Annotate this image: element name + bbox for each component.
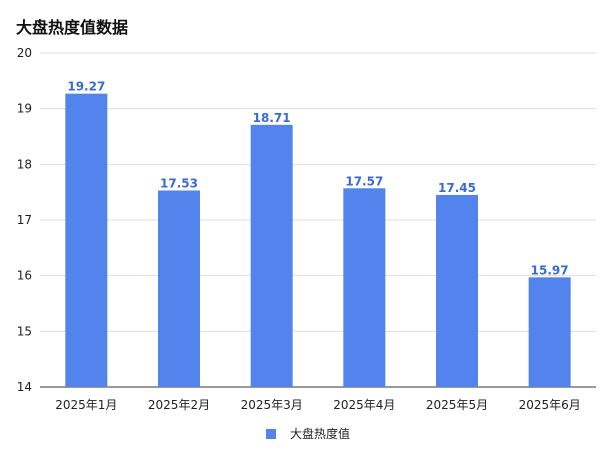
y-tick-label: 14	[17, 380, 32, 394]
bar	[65, 93, 108, 388]
y-tick-label: 17	[17, 213, 32, 227]
x-tick-label: 2025年2月	[148, 398, 210, 412]
bar-value-label: 17.57	[345, 174, 383, 188]
data-labels: 19.27 17.53 18.71 17.57 17.45 15.97	[67, 80, 568, 278]
legend-swatch	[266, 429, 276, 439]
x-tick-label: 2025年1月	[55, 398, 117, 412]
bar-value-label: 15.97	[531, 263, 569, 277]
bar	[436, 194, 478, 387]
x-tick-label: 2025年6月	[519, 398, 581, 412]
y-tick-label: 16	[17, 269, 32, 283]
gridlines	[40, 52, 596, 388]
x-tick-label: 2025年5月	[426, 398, 488, 412]
bar	[250, 124, 293, 387]
legend-label: 大盘热度值	[290, 426, 350, 441]
bar	[528, 277, 571, 387]
y-tick-label: 20	[17, 46, 32, 60]
chart-title: 大盘热度值数据	[16, 18, 129, 37]
y-tick-label: 19	[17, 102, 32, 116]
x-tick-label: 2025年3月	[241, 398, 303, 412]
bar-value-label: 17.45	[438, 181, 476, 195]
x-tick-label: 2025年4月	[333, 398, 395, 412]
x-axis: 2025年1月 2025年2月 2025年3月 2025年4月 2025年5月 2025年…	[55, 398, 581, 412]
bar	[158, 190, 200, 387]
y-tick-label: 18	[17, 157, 32, 171]
y-tick-label: 15	[17, 324, 32, 338]
bar-value-label: 19.27	[67, 80, 105, 94]
bar-value-label: 18.71	[253, 111, 291, 125]
bars	[65, 93, 571, 388]
bar-value-label: 17.53	[160, 176, 198, 190]
y-axis: 14 15 16 17 18 19 20	[17, 46, 32, 394]
legend: 大盘热度值	[266, 426, 350, 441]
bar	[343, 188, 386, 387]
